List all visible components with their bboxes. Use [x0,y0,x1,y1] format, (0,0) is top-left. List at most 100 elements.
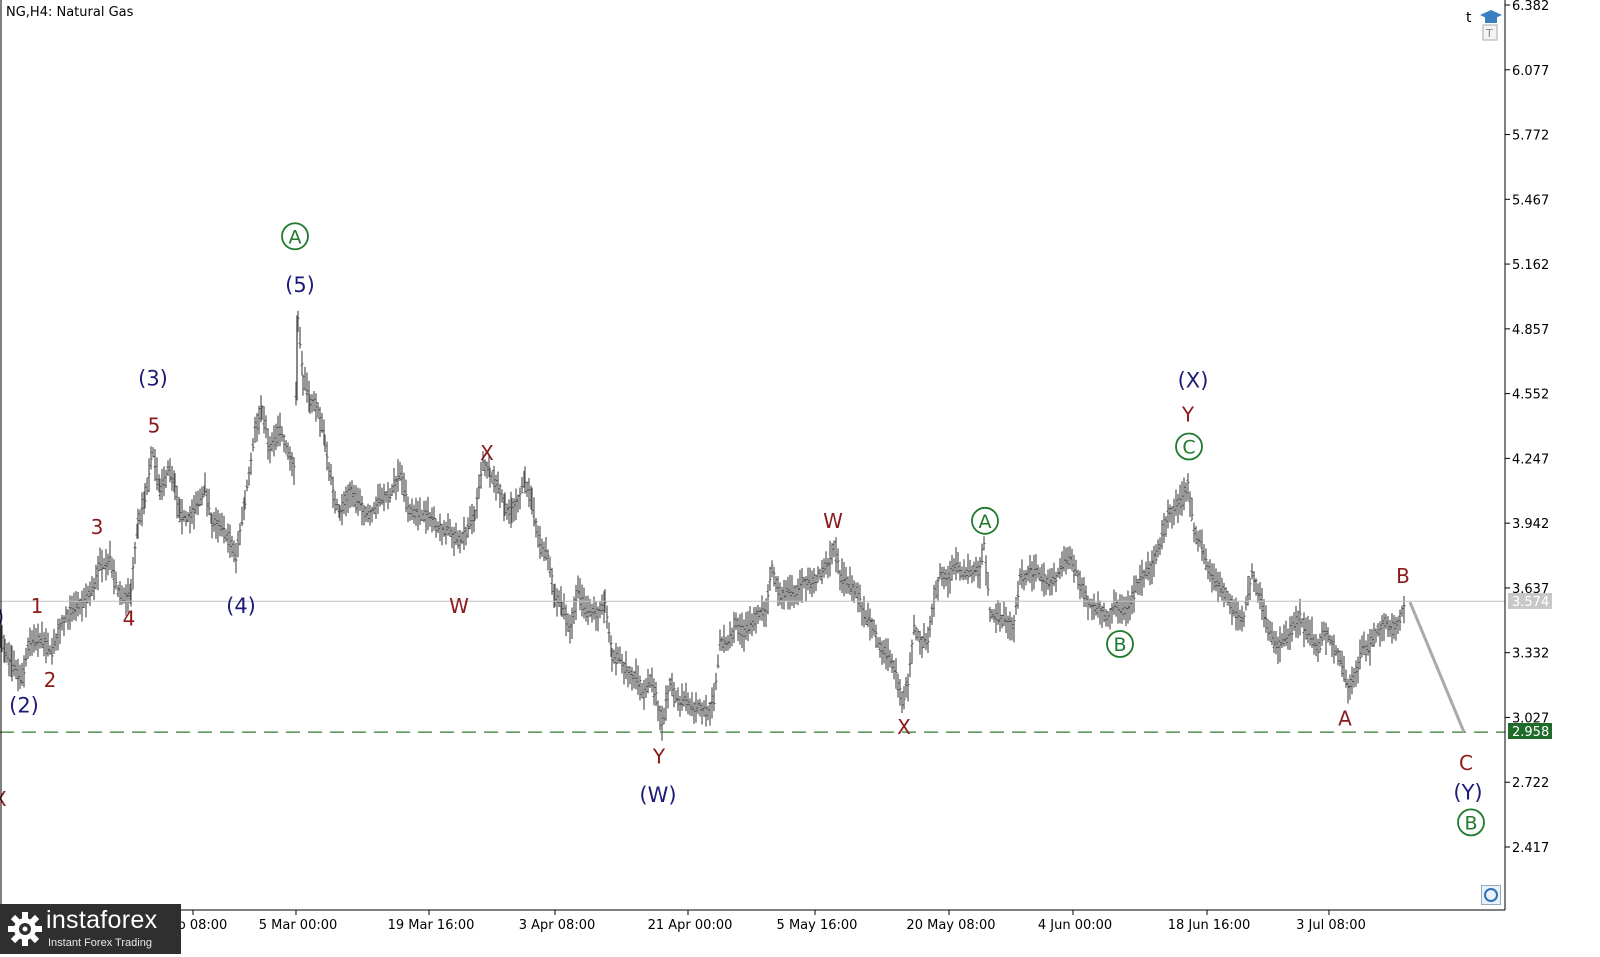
wave-label: (2) [9,694,39,718]
ohlc-bar [452,526,456,556]
circle-settings-icon[interactable] [1481,885,1501,910]
ohlc-bar [276,415,280,447]
ohlc-bar [1278,626,1282,663]
ohlc-bar [616,646,620,664]
ohlc-bar [175,485,179,519]
wave-label-clipped: ) [0,605,4,629]
ohlc-bar [331,476,335,509]
level-price-tag: 2.958 [1508,723,1552,740]
ohlc-bar [934,580,938,599]
ohlc-bar [1194,526,1198,545]
y-tick-label: 5.467 [1512,193,1549,208]
ohlc-bar [52,628,56,654]
ohlc-bar [910,639,914,664]
ohlc-bar [1292,612,1296,631]
ohlc-bar [1106,611,1110,627]
ohlc-bar [108,540,112,571]
ohlc-bar [1324,622,1328,655]
ohlc-bar [814,574,818,592]
ohlc-bar [1232,599,1236,617]
ohlc-bar [200,486,204,506]
ohlc-bar [518,487,522,510]
ohlc-bar [874,624,878,648]
ohlc-bar [710,687,714,719]
ohlc-bar [804,576,808,603]
ohlc-bar [644,678,648,698]
ohlc-bar [688,698,692,716]
y-tick-label: 5.162 [1512,258,1549,273]
ohlc-bar [1178,484,1182,515]
ohlc-bar [342,491,346,514]
ohlc-bar [568,614,572,644]
ohlc-bar [475,488,479,519]
ohlc-bar [784,580,788,602]
ohlc-bar [894,658,898,689]
ohlc-bar [782,579,786,610]
ohlc-bar [392,467,396,494]
svg-text:(W): (W) [639,783,676,807]
ohlc-bar [970,565,974,584]
ohlc-bar [678,695,682,717]
ohlc-bar [1146,551,1150,581]
ohlc-bar [1320,621,1324,646]
ohlc-bar [10,645,14,682]
ohlc-bar [333,490,337,514]
ohlc-bar [1142,569,1146,588]
ohlc-bar [498,483,502,509]
price-axis[interactable]: 6.382 6.077 5.772 5.467 5.162 4.857 4.552 4.247… [1505,0,1549,856]
ohlc-bar [42,632,46,657]
ohlc-bar [1370,629,1374,647]
y-tick-label: 4.857 [1512,323,1549,338]
ohlc-bar [400,465,404,495]
time-axis[interactable]: Feb 08:00 5 Mar 00:00 19 Mar 16:00 3 Apr 08… [0,910,1366,933]
ohlc-bar [1162,513,1166,544]
ohlc-bar [1264,605,1268,633]
ohlc-bar [696,699,700,715]
ohlc-bar [954,547,958,581]
y-tick-label: 3.332 [1512,647,1549,662]
svg-text:A: A [1338,706,1352,730]
ohlc-bar [412,504,416,524]
y-tick-label: 2.722 [1512,776,1549,791]
ohlc-bar [426,496,430,531]
ohlc-bar [574,584,578,621]
ohlc-bar [846,576,850,594]
ohlc-bar [868,608,872,641]
graduation-cap-icon[interactable]: T [1478,8,1504,47]
ohlc-bar [718,629,722,651]
ohlc-bar [948,560,952,594]
ohlc-bar [626,666,630,688]
ohlc-bar [1092,593,1096,620]
ohlc-bar [892,660,896,680]
ohlc-bar [290,452,294,477]
ohlc-bar [656,700,660,722]
trade-toolbar[interactable]: t [1466,9,1472,27]
ohlc-bar [854,582,858,599]
ohlc-bar [1350,666,1354,695]
ohlc-bar [676,687,680,711]
ohlc-bar [760,595,764,621]
ohlc-bar [56,618,60,651]
ohlc-bar [824,551,828,575]
ohlc-bar [1082,577,1086,607]
ohlc-bar [1224,587,1228,603]
ohlc-bar [1010,617,1014,641]
ohlc-bar [1176,493,1180,523]
ohlc-bar [756,604,760,625]
ohlc-bar [992,608,996,623]
ohlc-bar [698,698,702,717]
ohlc-bar [658,705,662,731]
ohlc-bar [972,561,976,582]
ohlc-bar [1206,561,1210,580]
ohlc-bar [232,540,236,563]
svg-text:X: X [897,715,911,739]
ohlc-bar [974,556,978,577]
ohlc-bar [744,612,748,640]
ohlc-bar [94,564,98,590]
ohlc-bar [24,647,28,667]
ohlc-bar [1026,565,1030,582]
ohlc-bar [1334,645,1338,656]
ohlc-bar [1376,623,1380,637]
ohlc-bar [986,572,990,596]
